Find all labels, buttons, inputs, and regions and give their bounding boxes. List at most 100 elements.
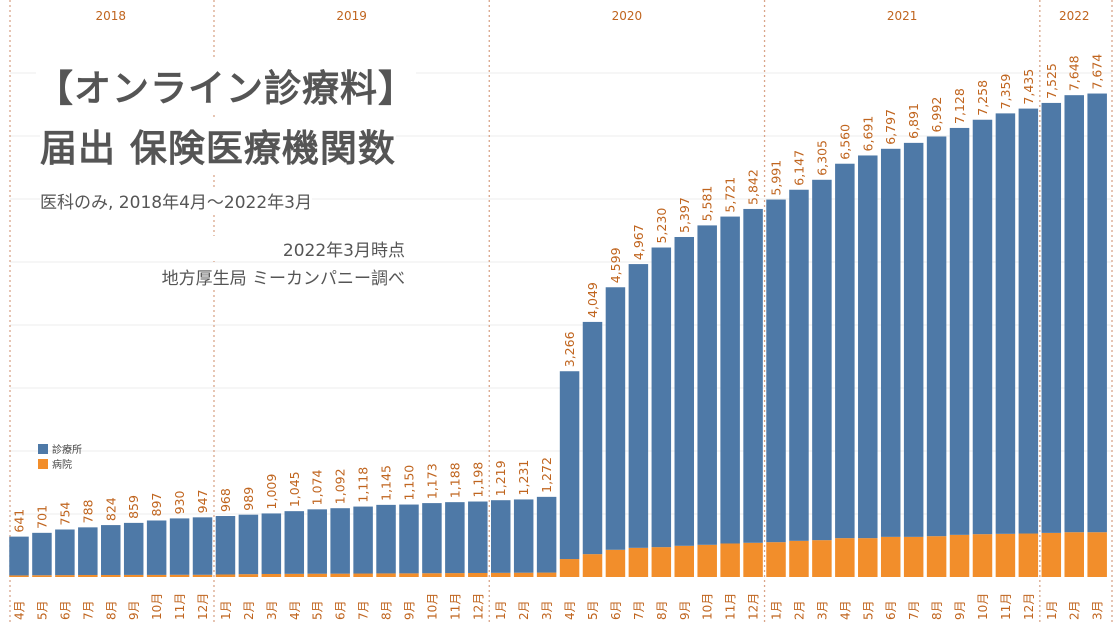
bar-clinic [651,247,672,548]
year-label: 2018 [95,9,126,23]
value-label: 5,991 [769,160,784,196]
value-label: 897 [149,493,164,517]
bar-hospital [835,538,855,577]
bar-hospital [399,573,419,577]
bar-hospital [536,572,557,577]
bar-clinic [880,148,901,537]
month-label: 2月 [517,600,531,620]
value-label: 5,721 [723,177,738,213]
bar-hospital [9,575,29,577]
month-label: 12月 [471,593,485,620]
legend-label-hospital: 病院 [52,460,72,471]
value-label: 1,150 [401,465,416,501]
value-label: 5,230 [654,208,669,244]
value-label: 1,009 [264,474,279,510]
bar-clinic [605,287,626,550]
bar-clinic [55,529,75,576]
bar-clinic [261,513,282,574]
bar-clinic [78,527,98,575]
month-label: 6月 [884,600,898,620]
bar-hospital [766,542,786,577]
bar-hospital [1041,532,1062,577]
value-label: 5,842 [746,169,761,205]
legend-swatch-clinic [38,443,48,454]
value-label: 5,581 [700,186,715,222]
month-label: 1月 [219,600,233,620]
month-label: 4月 [288,600,302,620]
bar-clinic [146,520,167,575]
bar-clinic [995,113,1016,534]
bar-clinic [123,522,144,575]
bar-hospital [490,572,511,577]
month-label: 7月 [81,600,95,620]
month-label: 8月 [104,600,118,620]
year-label: 2022 [1059,9,1090,23]
bar-hospital [949,534,970,577]
value-label: 4,049 [585,282,600,318]
value-label: 641 [12,509,27,533]
bar-hospital [720,543,740,577]
bar-clinic [353,506,373,574]
bar-hospital [146,574,167,577]
month-label: 8月 [655,600,669,620]
month-label: 9月 [678,600,692,620]
bar-clinic [674,236,695,546]
month-label: 8月 [930,600,944,620]
bar-clinic [766,199,786,543]
month-label: 2月 [1068,600,1082,620]
chart-subtitle: 医科のみ, 2018年4月～2022年3月 [40,188,312,213]
value-label: 788 [80,499,95,523]
month-label: 9月 [402,600,416,620]
month-label: 2月 [242,600,256,620]
value-label: 989 [241,487,256,511]
month-label: 8月 [380,600,394,620]
value-label: 4,967 [631,224,646,260]
bar-clinic [468,501,488,573]
as-of-note: 2022年3月時点 [150,236,405,261]
year-label: 2019 [336,9,367,23]
month-label: 6月 [334,600,348,620]
month-label: 7月 [632,600,646,620]
bar-hospital [697,544,717,577]
bar-clinic [1064,95,1084,533]
month-label: 4月 [838,600,852,620]
legend-item-hospital[interactable]: 病院 [38,456,82,471]
month-label: 1月 [494,600,508,620]
legend-item-clinic[interactable]: 診療所 [38,441,82,456]
bar-clinic [422,503,442,574]
bar-hospital [468,572,488,577]
value-label: 6,992 [929,97,944,133]
bar-hospital [812,540,832,577]
month-label: 11月 [448,593,462,620]
bar-hospital [582,554,603,577]
bar-clinic [812,179,832,541]
bar-clinic [789,189,809,541]
month-label: 5月 [861,600,875,620]
value-label: 6,147 [791,150,806,186]
value-label: 701 [34,505,49,529]
value-label: 947 [195,489,210,513]
bar-hospital [651,547,672,577]
month-label: 5月 [586,600,600,620]
bar-clinic [238,514,259,575]
bar-clinic [858,155,878,539]
legend-label-clinic: 診療所 [52,445,82,456]
month-label: 6月 [58,600,72,620]
value-label: 1,045 [287,471,302,507]
month-label: 12月 [196,593,210,620]
value-label: 6,797 [883,109,898,145]
bar-hospital [1064,532,1084,577]
bar-clinic [697,225,717,545]
bar-clinic [1041,102,1062,533]
value-label: 1,219 [493,460,508,496]
value-label: 7,359 [998,74,1013,110]
bar-hospital [55,575,75,577]
month-label: 4月 [13,600,27,620]
month-label: 2月 [792,600,806,620]
bar-hospital [78,574,98,577]
month-label: 7月 [907,600,921,620]
bar-clinic [926,136,947,537]
bar-hospital [445,573,465,577]
bar-hospital [215,574,236,577]
bar-clinic [490,500,511,573]
